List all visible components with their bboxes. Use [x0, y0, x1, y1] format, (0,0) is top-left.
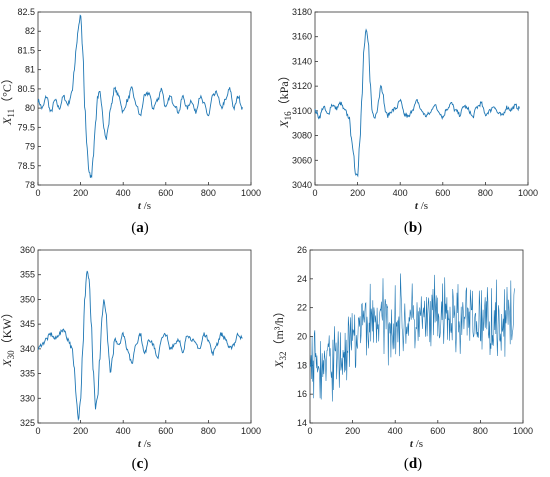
series-line [37, 14, 243, 179]
x-tick-label: 0 [307, 426, 312, 436]
y-tick-label: 14 [297, 418, 307, 428]
y-tick-label: 81 [25, 65, 35, 75]
x-tick-label: 200 [73, 188, 88, 198]
x-tick-label: 0 [35, 426, 40, 436]
chart-panel-a: 0 200 400 600 800 1000 78 78.5 79 79.5 80 80.5 81 81.… [0, 7, 261, 236]
y-tick-label: 24 [297, 274, 307, 284]
series-line [37, 270, 243, 422]
y-tick-label: 16 [297, 389, 307, 399]
x-tick-label: 200 [350, 188, 365, 198]
y-tick-label: 340 [20, 344, 35, 354]
x-axis-label: t /s [410, 438, 423, 450]
x-tick-label: 600 [158, 188, 173, 198]
y-tick-label: 20 [297, 332, 307, 342]
y-tick-label: 82 [25, 26, 35, 36]
x-tick-label: 800 [201, 426, 216, 436]
y-tick-label: 3120 [292, 81, 312, 91]
x-tick-label: 1000 [518, 188, 538, 198]
panel-label: (c) [132, 456, 149, 472]
y-axis-label: X32（m³/h） [272, 305, 288, 369]
y-tick-label: 79.5 [17, 122, 35, 132]
x-tick-label: 0 [312, 188, 317, 198]
x-tick-label: 600 [158, 426, 173, 436]
x-axis-label: t /s [415, 200, 428, 212]
x-tick-label: 800 [201, 188, 216, 198]
y-tick-label: 360 [20, 245, 35, 255]
x-tick-label: 200 [345, 426, 360, 436]
x-tick-label: 1000 [241, 426, 261, 436]
x-axis-label: t /s [138, 438, 151, 450]
y-tick-label: 335 [20, 369, 35, 379]
y-tick-label: 80 [25, 103, 35, 113]
x-tick-label: 400 [393, 188, 408, 198]
y-tick-label: 3180 [292, 7, 312, 17]
y-axis-label: X30（KW） [0, 306, 16, 367]
panel-label: (d) [404, 456, 422, 472]
y-tick-label: 80.5 [17, 84, 35, 94]
x-tick-label: 400 [388, 426, 403, 436]
panel-label: (b) [404, 220, 422, 236]
y-tick-label: 79 [25, 142, 35, 152]
x-tick-label: 1000 [241, 188, 261, 198]
y-tick-label: 3100 [292, 106, 312, 116]
y-tick-label: 350 [20, 294, 35, 304]
x-tick-label: 800 [478, 188, 493, 198]
y-tick-label: 3080 [292, 131, 312, 141]
y-tick-label: 325 [20, 418, 35, 428]
y-tick-label: 355 [20, 270, 35, 280]
x-tick-label: 400 [116, 188, 131, 198]
y-tick-label: 26 [297, 245, 307, 255]
x-tick-label: 600 [435, 188, 450, 198]
y-tick-label: 18 [297, 360, 307, 370]
series-line [314, 28, 520, 178]
plot-frame [309, 249, 524, 424]
y-tick-label: 22 [297, 303, 307, 313]
chart-panel-c: 0 200 400 600 800 1000 325 330 335 340 345 350 355 36… [0, 245, 261, 472]
y-tick-label: 81.5 [17, 45, 35, 55]
panel-label: (a) [131, 220, 149, 236]
y-tick-label: 3140 [292, 56, 312, 66]
plot-frame [314, 11, 529, 186]
plot-frame [37, 11, 252, 186]
y-tick-label: 82.5 [17, 7, 35, 17]
x-tick-label: 0 [35, 188, 40, 198]
y-tick-label: 78.5 [17, 161, 35, 171]
y-axis-label: X11（°C） [0, 72, 16, 126]
x-tick-label: 200 [73, 426, 88, 436]
y-tick-label: 3160 [292, 32, 312, 42]
y-axis-label: X16（kPa） [277, 69, 293, 128]
x-tick-label: 800 [473, 426, 488, 436]
chart-panel-d: 0 200 400 600 800 1000 14 16 18 20 22 24 26 t /s X32（m… [272, 245, 533, 472]
y-tick-label: 330 [20, 393, 35, 403]
x-tick-label: 1000 [513, 426, 533, 436]
y-tick-label: 3060 [292, 155, 312, 165]
y-tick-label: 78 [25, 180, 35, 190]
series-line [309, 273, 515, 402]
plot-frame [37, 249, 252, 424]
x-tick-label: 400 [116, 426, 131, 436]
y-tick-label: 3040 [292, 180, 312, 190]
x-tick-label: 600 [430, 426, 445, 436]
chart-panel-b: 0 200 400 600 800 1000 3040 3060 3080 3100 3120 314… [277, 7, 538, 236]
y-tick-label: 345 [20, 319, 35, 329]
x-axis-label: t /s [138, 200, 151, 212]
